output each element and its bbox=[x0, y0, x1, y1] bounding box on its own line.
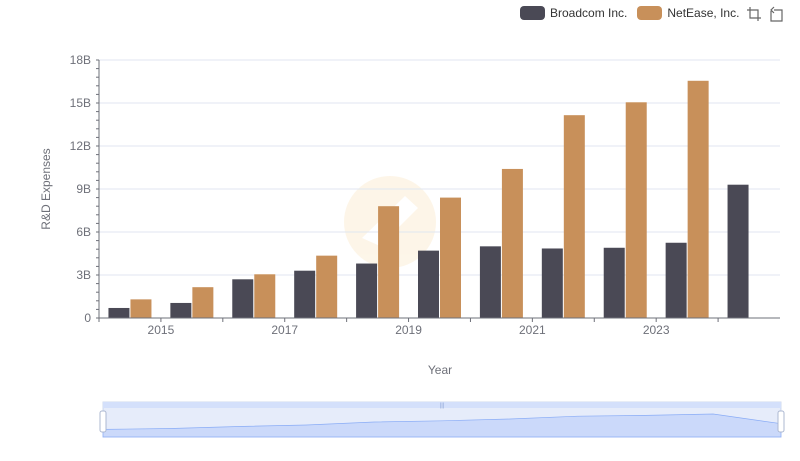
legend-label-netease: NetEase, Inc. bbox=[667, 6, 740, 20]
bar-broadcom-2020[interactable] bbox=[479, 246, 501, 318]
bar-netease-2015[interactable] bbox=[192, 287, 214, 318]
y-tick-label: 6B bbox=[76, 225, 91, 239]
legend-swatch-broadcom bbox=[520, 6, 545, 20]
y-tick-label: 18B bbox=[70, 53, 91, 67]
bar-broadcom-2017[interactable] bbox=[294, 270, 316, 318]
bar-netease-2019[interactable] bbox=[440, 197, 461, 318]
zoom-icon[interactable] bbox=[746, 6, 762, 22]
bar-broadcom-2015[interactable] bbox=[170, 302, 192, 318]
bar-broadcom-2018[interactable] bbox=[356, 263, 378, 318]
legend-item-broadcom[interactable]: Broadcom Inc. bbox=[520, 6, 627, 20]
bar-broadcom-2023[interactable] bbox=[665, 242, 687, 318]
legend-item-netease[interactable]: NetEase, Inc. bbox=[637, 6, 739, 20]
datazoom-preview-area bbox=[102, 413, 782, 438]
bar-netease-2022[interactable] bbox=[625, 102, 647, 319]
toolbox bbox=[746, 6, 784, 22]
legend: Broadcom Inc. NetEase, Inc. bbox=[520, 4, 749, 22]
bar-netease-2020[interactable] bbox=[501, 168, 523, 318]
bar-broadcom-2014[interactable] bbox=[108, 307, 130, 318]
y-tick-label: 12B bbox=[70, 139, 91, 153]
x-tick-label: 2021 bbox=[519, 323, 546, 337]
x-tick-label: 2023 bbox=[643, 323, 670, 337]
legend-label-broadcom: Broadcom Inc. bbox=[550, 6, 628, 20]
bar-netease-2023[interactable] bbox=[687, 80, 709, 319]
y-tick-label: 3B bbox=[76, 268, 91, 282]
bar-netease-2018[interactable] bbox=[378, 206, 400, 318]
bar-netease-2014[interactable] bbox=[130, 299, 152, 318]
bar-netease-2017[interactable] bbox=[316, 255, 338, 318]
y-tick-label: 9B bbox=[76, 182, 91, 196]
y-axis-title: R&D Expenses bbox=[39, 148, 53, 229]
bar-broadcom-2024[interactable] bbox=[727, 184, 749, 318]
bar-broadcom-2019[interactable] bbox=[418, 250, 439, 318]
bar-netease-2016[interactable] bbox=[254, 274, 276, 318]
bar-netease-2021[interactable] bbox=[563, 115, 585, 318]
x-tick-label: 2015 bbox=[148, 323, 175, 337]
bar-broadcom-2021[interactable] bbox=[541, 248, 563, 318]
bar-broadcom-2016[interactable] bbox=[232, 279, 254, 318]
x-axis-title: Year bbox=[428, 363, 452, 377]
datazoom-handle-left[interactable] bbox=[99, 410, 107, 433]
datazoom-slider[interactable]: ||| bbox=[99, 401, 785, 438]
legend-swatch-netease bbox=[637, 6, 663, 20]
x-tick-label: 2017 bbox=[271, 323, 298, 337]
y-tick-label: 0 bbox=[84, 311, 91, 325]
bar-broadcom-2022[interactable] bbox=[603, 247, 625, 318]
datazoom-grip-icon: ||| bbox=[440, 403, 445, 409]
datazoom-top-bar[interactable] bbox=[103, 402, 781, 408]
x-tick-label: 2019 bbox=[395, 323, 422, 337]
y-tick-label: 15B bbox=[70, 96, 91, 110]
datazoom-handle-right[interactable] bbox=[777, 410, 785, 433]
restore-icon[interactable] bbox=[768, 6, 784, 22]
